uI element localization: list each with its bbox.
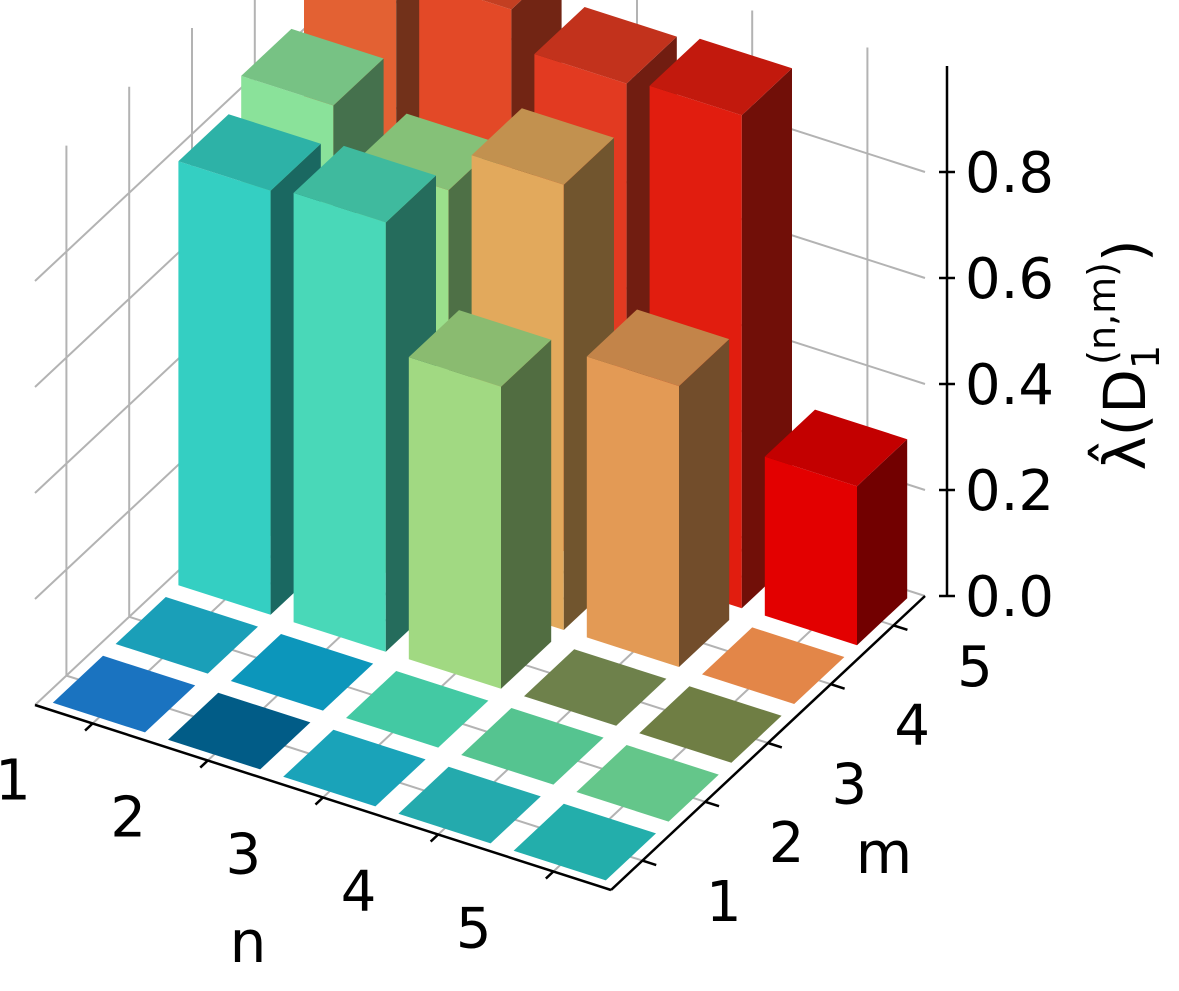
bar-top <box>524 649 667 726</box>
bar-n4-m3 <box>524 649 667 726</box>
x-tick-label-1: 1 <box>0 748 31 813</box>
axis-lines <box>34 66 955 892</box>
bar-top-face <box>471 108 614 185</box>
bar-top-face <box>293 145 436 223</box>
bar-top <box>230 634 374 711</box>
z-tick-label-2: 0.4 <box>965 353 1054 418</box>
bar-n2-m2 <box>230 634 374 711</box>
bar-side-face <box>501 339 552 689</box>
z-tick-label-4: 0.8 <box>965 141 1054 206</box>
bar-top-face <box>481 0 522 10</box>
bar-n5-m3 <box>639 686 782 763</box>
y-tick-mark-4 <box>830 683 846 690</box>
bar-top <box>115 597 258 674</box>
bar-n4-m2 <box>461 708 604 785</box>
z-axis-label: λ̂(D1(n,m)) <box>1080 239 1168 470</box>
bar-n4-m1 <box>398 766 541 844</box>
y-tick-label-3: 3 <box>832 752 868 817</box>
x-tick-mark-3 <box>314 796 324 806</box>
bar-top-face <box>241 28 384 106</box>
y-tick-label-5: 5 <box>957 635 993 700</box>
bar-n3-m1 <box>283 729 426 807</box>
y-tick-mark-3 <box>767 741 783 749</box>
y-tick-label-1: 1 <box>706 870 742 935</box>
x-tick-mark-5 <box>545 870 555 880</box>
bar-top <box>513 803 656 881</box>
z-tick-label-0: 0.0 <box>965 565 1054 630</box>
bar-n5-m5 <box>764 409 908 646</box>
y-tick-mark-2 <box>704 800 720 808</box>
bar-n3-m2 <box>346 671 489 748</box>
bar-n5-m4 <box>702 627 845 704</box>
bar-top-face <box>534 7 677 84</box>
bar-top <box>461 708 604 785</box>
bar-top-face <box>649 38 792 116</box>
bar-n5-m1 <box>513 803 656 881</box>
bar-front-face <box>764 456 857 646</box>
z-tick-label-3: 0.6 <box>965 247 1054 312</box>
x-tick-mark-4 <box>429 833 440 843</box>
bar-side-face <box>857 439 908 646</box>
bar-top <box>576 745 719 822</box>
bar-top-face <box>408 310 552 387</box>
y-tick-mark-5 <box>893 624 908 632</box>
x-axis-label: n <box>230 908 267 976</box>
x-tick-mark-2 <box>199 759 209 769</box>
bar-top <box>283 729 426 807</box>
bar-top <box>398 766 541 844</box>
x-tick-label-5: 5 <box>456 896 492 961</box>
bar-top-face <box>586 309 730 387</box>
bar-n3-m3 <box>408 310 552 689</box>
y-tick-mark-1 <box>642 859 657 867</box>
bar-n1-m2 <box>115 597 258 674</box>
bar-top <box>639 686 782 763</box>
bar-front-face <box>408 357 501 689</box>
bar-front-face <box>178 161 271 615</box>
z-axis-label-close: ) <box>1091 239 1159 262</box>
bar-top <box>168 692 311 770</box>
z-axis-label-sup: (n,m) <box>1080 262 1124 365</box>
bar-top <box>346 671 489 748</box>
bars <box>52 0 908 881</box>
bar-top-face <box>764 409 908 487</box>
bar-n4-m4 <box>586 309 730 667</box>
x-tick-label-4: 4 <box>341 859 377 924</box>
x-tick-mark-1 <box>84 722 94 732</box>
bar-top <box>52 655 196 733</box>
bar-front-face <box>586 356 679 667</box>
bar-top-face <box>178 114 321 191</box>
bar-front-face <box>293 192 386 652</box>
bar-n2-m1 <box>168 692 311 770</box>
bar-top <box>702 627 845 704</box>
bar-n1-m1 <box>52 655 196 733</box>
y-tick-label-4: 4 <box>894 694 930 759</box>
bar-n5-m2 <box>576 745 719 822</box>
x-tick-label-2: 2 <box>110 785 146 850</box>
x-tick-label-3: 3 <box>226 822 262 887</box>
z-tick-label-1: 0.2 <box>965 459 1054 524</box>
z-axis-label-base: λ̂(D <box>1087 369 1159 471</box>
y-tick-label-2: 2 <box>769 811 805 876</box>
z-axis-label-sub: 1 <box>1124 345 1168 369</box>
bar-side-face <box>679 339 730 667</box>
y-axis-label: m <box>856 819 913 887</box>
